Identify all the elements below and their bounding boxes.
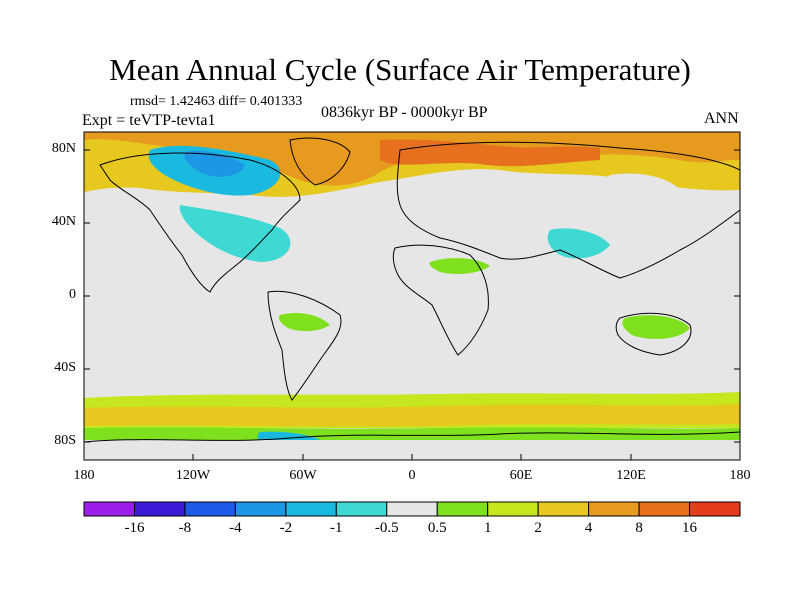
colorbar-box <box>436 501 489 517</box>
colorbar-box <box>133 501 186 517</box>
latitude-ticks <box>84 149 740 443</box>
greenland-outline <box>289 137 351 186</box>
antarctic-green <box>84 427 740 440</box>
africa-outline <box>392 244 489 356</box>
lat-label-40s: 40S <box>54 360 76 375</box>
lat-label-80n: 80N <box>51 141 76 156</box>
colorbar-label: 8 <box>635 520 643 536</box>
colorbar-box <box>588 501 640 517</box>
colorbar-label: 4 <box>584 520 593 536</box>
south-america-outline <box>267 290 342 401</box>
australia-outline <box>615 312 692 356</box>
sahara-warming <box>429 258 490 274</box>
lat-label-0: 0 <box>69 287 76 302</box>
colorbar-label: 1 <box>483 520 492 536</box>
lon-label-120w: 120W <box>175 468 211 483</box>
map-field <box>84 132 740 460</box>
colorbar-box <box>184 501 236 517</box>
colorbar-label: 16 <box>682 520 698 536</box>
experiment-label: Expt = teVTP-tevta1 <box>82 112 216 129</box>
lon-label-0: 0 <box>408 468 416 483</box>
colorbar-box <box>537 501 590 517</box>
colorbar-box <box>285 501 337 517</box>
lon-label-180e: 180 <box>729 468 751 483</box>
colorbar-box <box>487 501 539 517</box>
colorbar-label: -16 <box>124 520 145 536</box>
antarctica-neutral <box>84 440 740 460</box>
colorbar-label: -4 <box>229 520 242 536</box>
lat-label-40n: 40N <box>51 214 76 229</box>
colorbar-label: -1 <box>330 520 343 536</box>
north-america-outline <box>99 152 301 293</box>
colorbar-label: -0.5 <box>374 520 399 536</box>
colorbar-label: 2 <box>534 520 542 536</box>
australia-warming <box>622 315 690 340</box>
period-label: 0836kyr BP - 0000kyr BP <box>321 104 488 121</box>
season-label: ANN <box>704 110 739 127</box>
colorbar <box>83 501 741 517</box>
lon-label-60w: 60W <box>289 468 317 483</box>
colorbar-box <box>234 501 287 517</box>
longitude-ticks <box>83 454 741 460</box>
colorbar-label: -2 <box>279 520 293 536</box>
lat-label-80s: 80S <box>54 433 76 448</box>
siberia-neutral <box>608 173 680 200</box>
antarctica-outline <box>84 431 740 443</box>
map-title: Mean Annual Cycle (Surface Air Temperatu… <box>109 52 691 87</box>
north-america-strong-cooling <box>184 150 245 177</box>
lon-label-120e: 120E <box>616 468 646 483</box>
colorbar-label: -8 <box>178 520 192 536</box>
rmsd-diff-stats: rmsd= 1.42463 diff= 0.401333 <box>130 94 303 109</box>
colorbar-box <box>638 501 691 517</box>
lon-label-60e: 60E <box>509 468 533 483</box>
colorbar-box <box>335 501 388 517</box>
coastlines <box>84 137 740 443</box>
arctic-hot-core <box>380 139 600 167</box>
south-america-warming <box>278 313 330 332</box>
colorbar-box <box>83 501 135 517</box>
us-cooling <box>179 205 291 262</box>
eurasia-outline <box>396 141 740 279</box>
colorbar-box <box>386 501 438 517</box>
lon-label-180w: 180 <box>73 468 95 483</box>
southern-ocean-strong-warming <box>84 404 740 427</box>
colorbar-box <box>689 501 741 517</box>
colorbar-label: 0.5 <box>427 520 447 536</box>
